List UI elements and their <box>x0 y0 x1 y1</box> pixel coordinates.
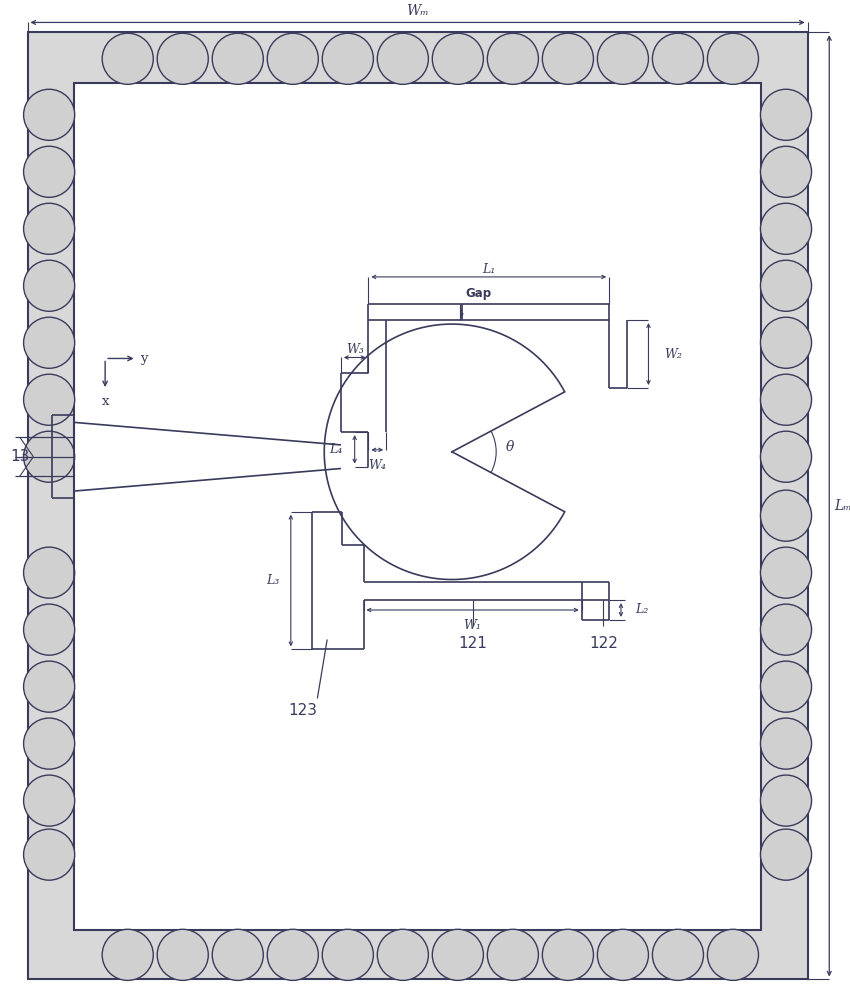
Text: θ: θ <box>506 440 514 454</box>
Text: L₁: L₁ <box>482 263 496 276</box>
Circle shape <box>653 929 704 980</box>
Text: W₁: W₁ <box>463 619 482 632</box>
Circle shape <box>761 718 812 769</box>
Circle shape <box>433 929 484 980</box>
Text: 13: 13 <box>10 449 30 464</box>
Circle shape <box>267 33 319 84</box>
Circle shape <box>433 33 484 84</box>
Text: y: y <box>140 352 148 365</box>
Circle shape <box>761 431 812 482</box>
Circle shape <box>24 146 75 197</box>
Text: W₂: W₂ <box>664 348 682 361</box>
Circle shape <box>24 89 75 140</box>
Circle shape <box>24 661 75 712</box>
Circle shape <box>653 33 704 84</box>
Text: Lₘ: Lₘ <box>834 499 850 513</box>
Circle shape <box>761 604 812 655</box>
Circle shape <box>761 89 812 140</box>
Circle shape <box>24 775 75 826</box>
Text: L₃: L₃ <box>266 574 279 587</box>
Text: 123: 123 <box>288 703 317 718</box>
Bar <box>74 83 762 930</box>
Circle shape <box>707 33 758 84</box>
Circle shape <box>24 829 75 880</box>
Circle shape <box>487 929 538 980</box>
Circle shape <box>598 929 649 980</box>
Circle shape <box>542 33 593 84</box>
Text: x: x <box>101 395 109 408</box>
Circle shape <box>761 829 812 880</box>
Circle shape <box>761 661 812 712</box>
Circle shape <box>542 929 593 980</box>
Circle shape <box>761 260 812 311</box>
Circle shape <box>487 33 538 84</box>
Text: W₄: W₄ <box>368 459 386 472</box>
Circle shape <box>24 260 75 311</box>
Text: 122: 122 <box>589 636 618 651</box>
Circle shape <box>24 317 75 368</box>
Circle shape <box>761 547 812 598</box>
Text: 121: 121 <box>458 636 487 651</box>
Circle shape <box>24 718 75 769</box>
Circle shape <box>24 431 75 482</box>
Text: W₃: W₃ <box>346 343 364 356</box>
Circle shape <box>24 203 75 254</box>
Circle shape <box>322 33 373 84</box>
Circle shape <box>24 547 75 598</box>
Text: L₂: L₂ <box>635 603 648 616</box>
Circle shape <box>761 203 812 254</box>
Text: L₄: L₄ <box>330 443 343 456</box>
Circle shape <box>267 929 319 980</box>
Text: Gap: Gap <box>466 287 492 300</box>
Circle shape <box>377 33 428 84</box>
Text: Wₘ: Wₘ <box>406 4 429 18</box>
Circle shape <box>157 929 208 980</box>
Circle shape <box>157 33 208 84</box>
Circle shape <box>761 374 812 425</box>
Circle shape <box>761 775 812 826</box>
Circle shape <box>761 317 812 368</box>
Circle shape <box>102 33 153 84</box>
Circle shape <box>598 33 649 84</box>
Circle shape <box>24 374 75 425</box>
Circle shape <box>212 929 264 980</box>
Circle shape <box>24 604 75 655</box>
Circle shape <box>761 490 812 541</box>
Circle shape <box>322 929 373 980</box>
Circle shape <box>761 146 812 197</box>
Circle shape <box>377 929 428 980</box>
Circle shape <box>212 33 264 84</box>
Circle shape <box>707 929 758 980</box>
Circle shape <box>102 929 153 980</box>
